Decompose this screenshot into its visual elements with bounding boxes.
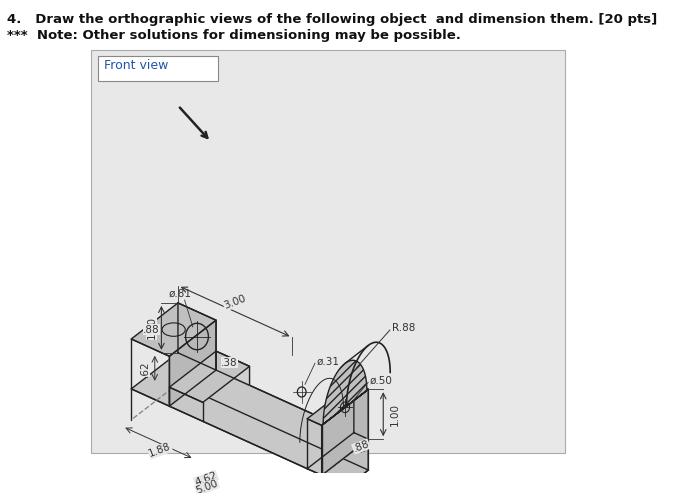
Text: .38: .38 xyxy=(221,357,238,367)
Text: .88: .88 xyxy=(143,325,160,335)
Text: 1.00: 1.00 xyxy=(390,403,400,426)
Text: 1.88: 1.88 xyxy=(148,442,173,459)
Text: R.88: R.88 xyxy=(392,323,415,333)
Polygon shape xyxy=(131,353,369,475)
Polygon shape xyxy=(169,320,216,406)
Text: ø.31: ø.31 xyxy=(317,356,340,366)
Polygon shape xyxy=(323,360,367,424)
Text: 5.00: 5.00 xyxy=(195,478,220,493)
Polygon shape xyxy=(354,383,369,439)
Text: ø.50: ø.50 xyxy=(370,376,393,386)
Text: Front view: Front view xyxy=(104,60,168,72)
FancyBboxPatch shape xyxy=(91,50,565,453)
Polygon shape xyxy=(322,439,369,493)
Text: 4.62: 4.62 xyxy=(193,470,218,488)
Polygon shape xyxy=(322,389,369,475)
Text: 1.00: 1.00 xyxy=(146,317,157,339)
Text: .62: .62 xyxy=(140,360,150,377)
Polygon shape xyxy=(131,303,216,356)
Polygon shape xyxy=(216,351,249,386)
FancyBboxPatch shape xyxy=(98,56,218,80)
Text: ø.81: ø.81 xyxy=(169,288,192,298)
Polygon shape xyxy=(169,351,249,402)
Text: ***  Note: Other solutions for dimensioning may be possible.: *** Note: Other solutions for dimensioni… xyxy=(7,29,460,42)
Text: .88: .88 xyxy=(351,439,371,454)
Polygon shape xyxy=(178,303,216,370)
Text: 4.   Draw the orthographic views of the following object  and dimension them. [2: 4. Draw the orthographic views of the fo… xyxy=(7,13,657,27)
Text: 3.00: 3.00 xyxy=(222,293,247,311)
Polygon shape xyxy=(307,383,369,425)
Polygon shape xyxy=(178,353,369,470)
